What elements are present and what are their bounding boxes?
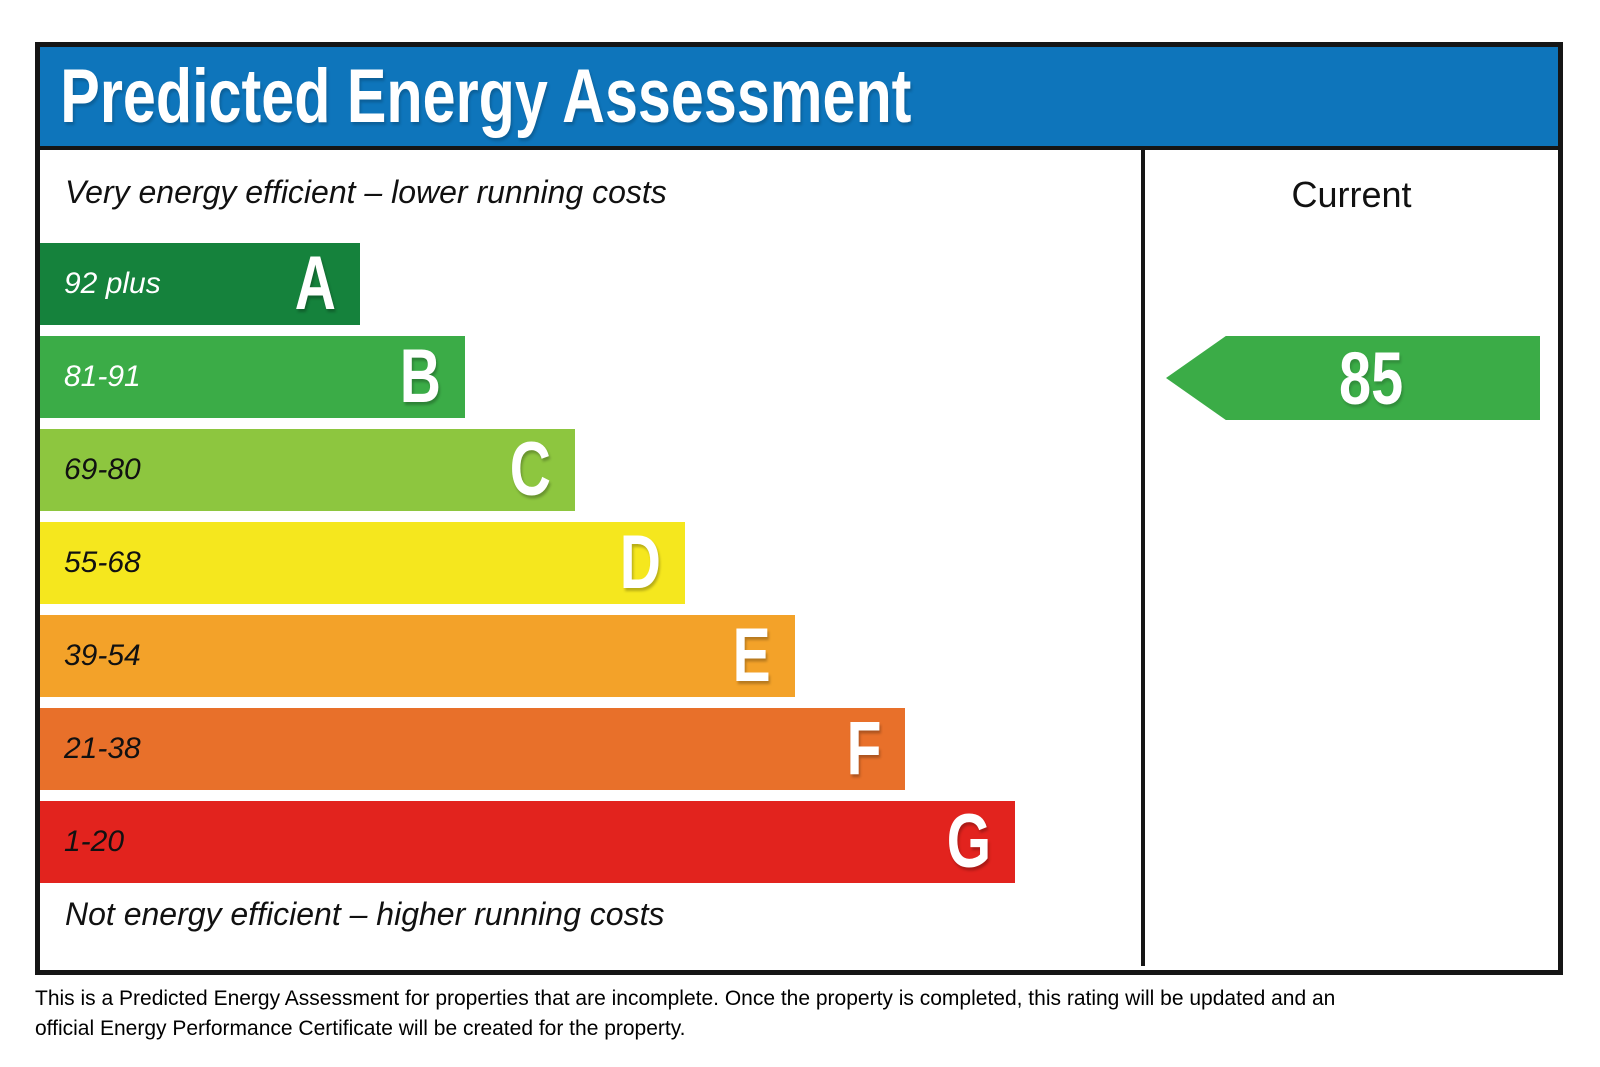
band-letter: C: [509, 427, 551, 512]
band-letter: E: [732, 613, 771, 698]
band-letter: D: [619, 520, 661, 605]
epc-rating-chart: Very energy efficient – lower running co…: [40, 150, 1141, 966]
band-letter: F: [846, 706, 881, 791]
current-column-header: Current: [1291, 174, 1412, 215]
footer-line-1: This is a Predicted Energy Assessment fo…: [35, 987, 1336, 1010]
band-range-label: 69-80: [64, 453, 141, 486]
epc-band-e: 39-54 E: [40, 615, 795, 697]
epc-band-d: 55-68 D: [40, 522, 685, 604]
epc-band-g: 1-20 G: [40, 801, 1015, 883]
current-rating-value: 85: [1338, 336, 1404, 420]
caption-very-efficient: Very energy efficient – lower running co…: [65, 174, 667, 210]
epc-band-a: 92 plus A: [40, 243, 360, 325]
epc-band-b: 81-91 B: [40, 336, 465, 418]
band-range-label: 55-68: [64, 546, 141, 579]
band-range-label: 92 plus: [64, 267, 161, 300]
current-rating-arrow: 85: [1166, 336, 1540, 420]
band-range-label: 39-54: [64, 639, 141, 672]
band-letter: G: [946, 799, 991, 884]
footer-note: This is a Predicted Energy Assessment fo…: [35, 984, 1335, 1044]
certificate-header: Predicted Energy Assessment: [40, 47, 1558, 150]
current-rating-column: Current 85: [1141, 150, 1558, 966]
certificate-box: Predicted Energy Assessment Very energy …: [35, 42, 1563, 975]
band-letter: B: [399, 334, 441, 419]
epc-band-c: 69-80 C: [40, 429, 575, 511]
band-range-label: 21-38: [64, 732, 141, 765]
certificate-body: Very energy efficient – lower running co…: [40, 150, 1558, 966]
footer-line-2: official Energy Performance Certificate …: [35, 1017, 686, 1040]
page-title: Predicted Energy Assessment: [60, 54, 912, 139]
band-range-label: 1-20: [64, 825, 125, 858]
caption-not-efficient: Not energy efficient – higher running co…: [65, 896, 665, 932]
band-letter: A: [294, 241, 336, 326]
band-range-label: 81-91: [64, 360, 141, 393]
epc-bands: 92 plus A 81-91 B 69-80 C 55-68 D 39-54 E 21-38 F 1-…: [40, 243, 1015, 894]
epc-band-f: 21-38 F: [40, 708, 905, 790]
